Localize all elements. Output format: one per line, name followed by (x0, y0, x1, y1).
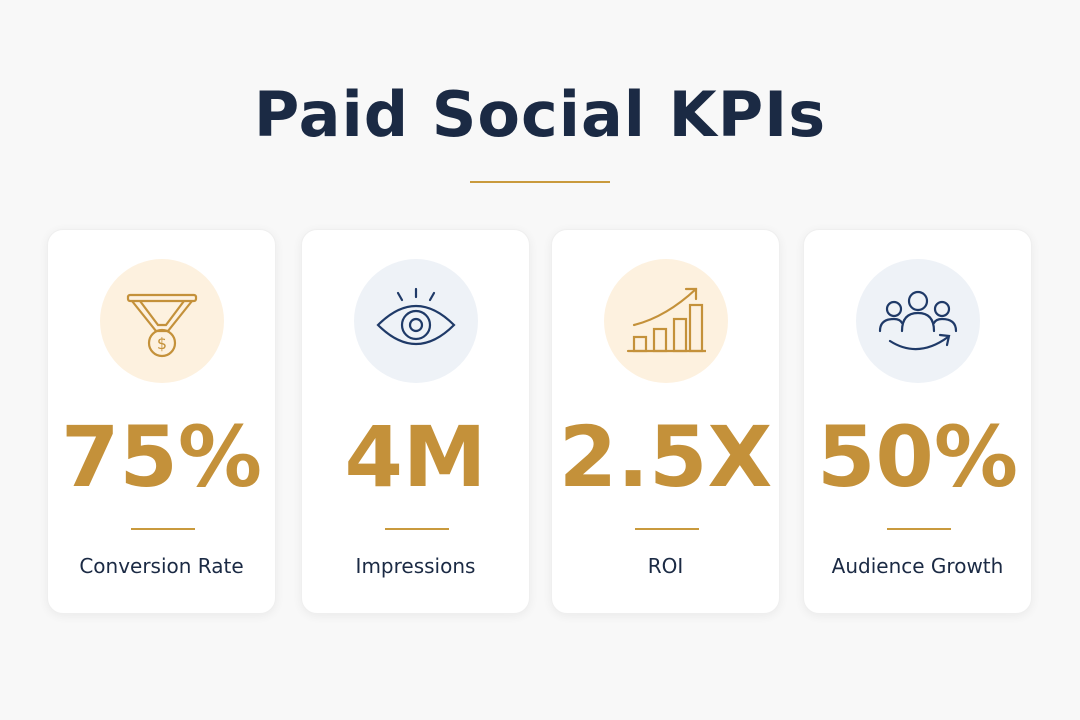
kpi-card: 50% Audience Growth (803, 229, 1032, 614)
kpi-card: 2.5X ROI (551, 229, 780, 614)
value-rule (385, 528, 449, 530)
icon-circle: $ (100, 259, 224, 383)
kpi-label: ROI (647, 554, 684, 578)
kpi-card: 4M Impressions (301, 229, 530, 614)
title-rule (470, 181, 610, 183)
svg-text:$: $ (157, 334, 167, 353)
kpi-value: 2.5X (558, 408, 773, 506)
kpi-value: 50% (816, 408, 1019, 506)
value-rule (887, 528, 951, 530)
kpi-value: 75% (60, 408, 263, 506)
value-rule (131, 528, 195, 530)
icon-circle (856, 259, 980, 383)
audience-icon (878, 290, 958, 351)
kpi-label: Audience Growth (831, 554, 1004, 578)
icon-circle (354, 259, 478, 383)
value-rule (635, 528, 699, 530)
icon-circle (604, 259, 728, 383)
funnel-icon: $ (126, 293, 198, 358)
eye-icon (376, 287, 456, 346)
kpi-label: Impressions (355, 554, 476, 578)
kpi-label: Conversion Rate (79, 554, 244, 578)
page-title: Paid Social KPIs (253, 78, 827, 151)
kpi-value: 4M (344, 408, 487, 506)
kpi-card: $ 75% Conversion Rate (47, 229, 276, 614)
growth-chart-icon (626, 287, 706, 353)
